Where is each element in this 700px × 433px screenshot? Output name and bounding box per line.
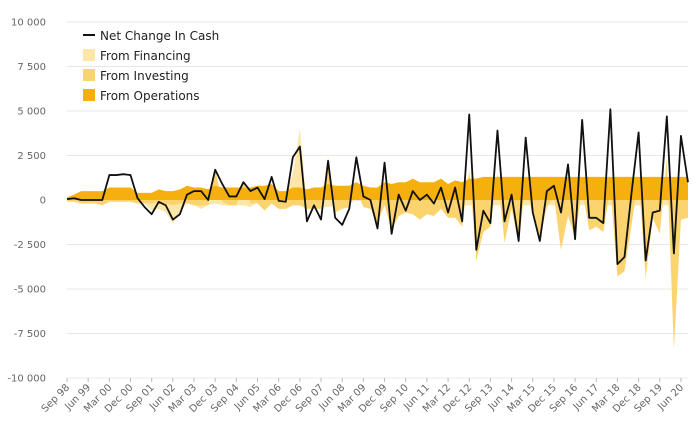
- legend-label: From Investing: [100, 69, 189, 83]
- y-tick-label: -10 000: [7, 374, 46, 385]
- y-tick-label: 2 500: [17, 151, 46, 162]
- legend-swatch: [83, 89, 95, 101]
- legend-item-from-operations[interactable]: From Operations: [83, 89, 200, 103]
- area-series: [67, 128, 688, 350]
- area-from-operations: [67, 176, 688, 200]
- y-tick-label: 0: [40, 196, 46, 207]
- legend-label: Net Change In Cash: [100, 29, 219, 43]
- legend-item-net-change-in-cash[interactable]: Net Change In Cash: [83, 29, 219, 43]
- y-tick-label: -5 000: [14, 285, 46, 296]
- legend-swatch: [83, 49, 95, 61]
- y-tick-label: 7 500: [17, 62, 46, 73]
- legend[interactable]: Net Change In Cash From Financing From Inv…: [83, 29, 219, 103]
- legend-swatch: [83, 69, 95, 81]
- net-line-series: [66, 108, 689, 265]
- y-tick-label: 10 000: [11, 18, 46, 29]
- y-tick-label: -7 500: [14, 329, 46, 340]
- legend-item-from-investing[interactable]: From Investing: [83, 69, 189, 83]
- y-tick-label: 5 000: [17, 107, 46, 118]
- y-axis-ticks: 10 000 7 500 5 000 2 500 0 -2 500 -5 000 -7 500…: [7, 18, 46, 385]
- legend-item-from-financing[interactable]: From Financing: [83, 49, 191, 63]
- legend-label: From Financing: [100, 49, 191, 63]
- legend-label: From Operations: [100, 89, 200, 103]
- y-tick-label: -2 500: [14, 240, 46, 251]
